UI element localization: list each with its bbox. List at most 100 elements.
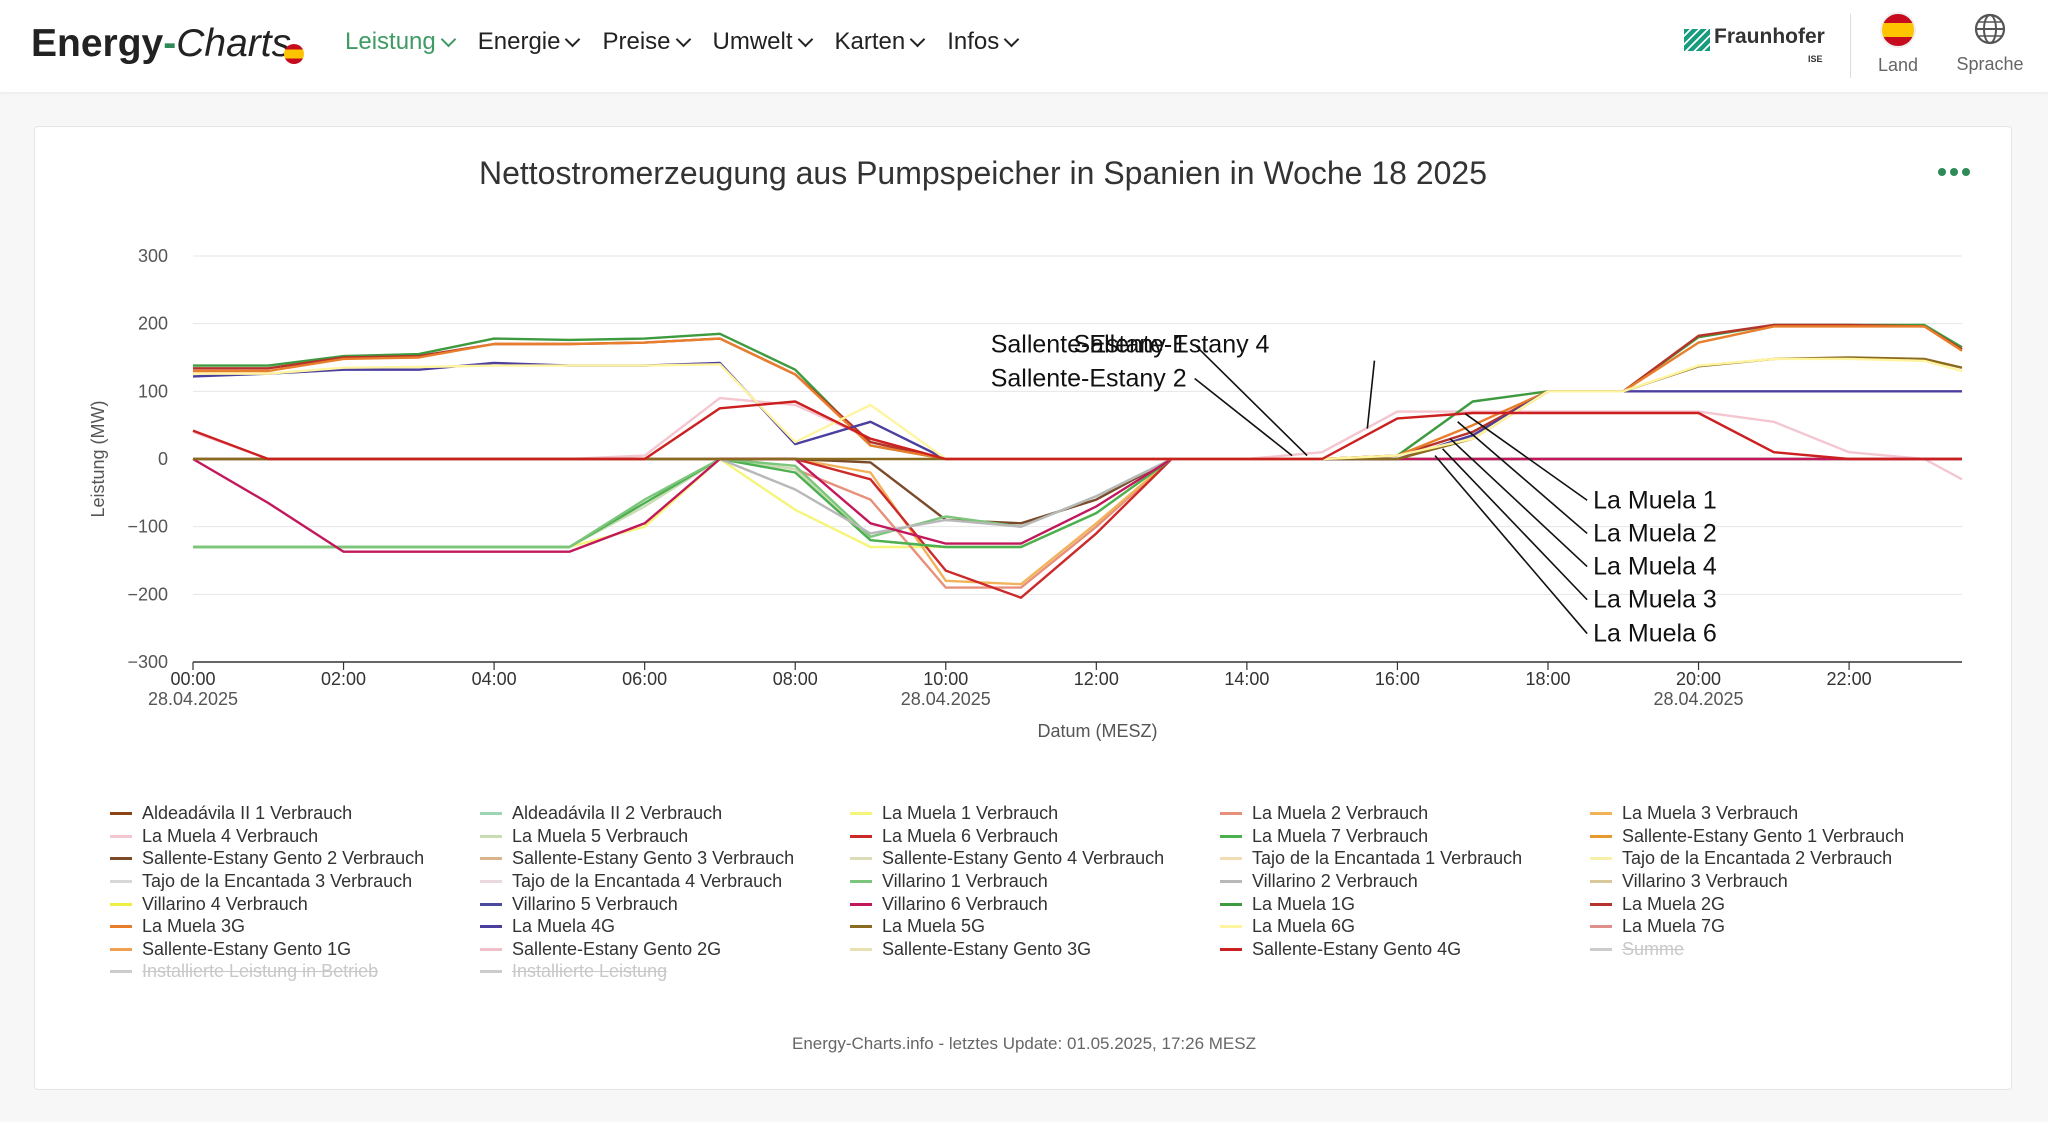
annotation-label: La Muela 4 [1593,553,1717,581]
legend-swatch [480,812,502,816]
legend-item[interactable]: Sallente-Estany Gento 4G [1220,939,1590,960]
globe-icon [1974,13,2006,45]
menu-dot [1938,168,1946,176]
annotation-pointer [1442,448,1588,601]
legend-item[interactable]: La Muela 6 Verbrauch [850,826,1220,847]
legend-item[interactable]: La Muela 5 Verbrauch [480,826,850,847]
legend-item[interactable]: Villarino 2 Verbrauch [1220,871,1590,892]
annotation-pointer [1366,360,1376,429]
x-tick-date: 28.04.2025 [148,689,238,709]
legend-label: La Muela 1 Verbrauch [882,803,1059,824]
nav-item-infos[interactable]: Infos [947,28,1020,56]
legend-item[interactable]: Aldeadávila II 1 Verbrauch [110,803,480,824]
legend-item[interactable]: Villarino 1 Verbrauch [850,871,1220,892]
legend-swatch [480,857,502,861]
legend-label: Installierte Leistung [512,961,668,982]
land-label: Land [1877,55,1919,75]
legend-swatch [1590,834,1612,838]
legend-item[interactable]: La Muela 7 Verbrauch [1220,825,1590,847]
legend-item[interactable]: Sallente-Estany Gento 1 Verbrauch [1590,826,1970,847]
legend-item[interactable]: La Muela 7G [1590,916,1970,937]
legend-item[interactable]: La Muela 3G [110,916,480,937]
language-selector[interactable]: Sprache [1950,12,2030,75]
legend-item[interactable]: Tajo de la Encantada 1 Verbrauch [1220,848,1590,869]
legend-swatch [850,925,872,929]
nav-item-energie[interactable]: Energie [478,28,581,56]
legend-item[interactable]: La Muela 4 Verbrauch [110,826,480,847]
nav-item-karten[interactable]: Karten [835,28,926,56]
fraunhofer-logo[interactable]: Fraunhofer ISE [1684,25,1825,64]
legend-item[interactable]: Installierte Leistung [480,961,850,982]
legend-item[interactable]: La Muela 2G [1590,894,1970,914]
legend-item[interactable]: La Muela 5G [850,916,1220,937]
legend-swatch [850,947,872,951]
legend-swatch [1590,947,1612,951]
legend-label: Tajo de la Encantada 3 Verbrauch [142,871,413,892]
legend-item[interactable]: La Muela 1 Verbrauch [850,803,1220,824]
legend-item[interactable]: Installierte Leistung in Betrieb [110,961,480,982]
legend-swatch [1220,857,1242,861]
nav-item-umwelt[interactable]: Umwelt [712,28,813,56]
legend-item[interactable]: Villarino 6 Verbrauch [850,894,1220,914]
legend-swatch [1220,880,1242,884]
chart-menu-button[interactable] [1938,168,1970,176]
legend-label: La Muela 7G [1622,916,1726,937]
legend-label: La Muela 6G [1252,916,1356,937]
y-tick-label: −300 [127,652,168,672]
legend-label: Aldeadávila II 1 Verbrauch [142,803,353,824]
legend-item[interactable]: Sallente-Estany Gento 3 Verbrauch [480,848,850,869]
legend-item[interactable]: Sallente-Estany Gento 4 Verbrauch [850,848,1220,869]
legend-item[interactable]: Tajo de la Encantada 4 Verbrauch [480,871,850,892]
legend-swatch [110,970,132,974]
energy-charts-logo[interactable]: Energy-Charts [31,22,291,66]
legend-label: Tajo de la Encantada 4 Verbrauch [512,871,783,892]
legend-label: La Muela 7 Verbrauch [1252,825,1429,846]
x-tick-label: 04:00 [472,669,517,689]
header-divider [1850,14,1851,78]
x-axis-label: Datum (MESZ) [1037,721,1157,741]
legend-item[interactable]: La Muela 4G [480,916,850,937]
legend-item[interactable]: Summe [1590,939,1970,960]
y-tick-label: 200 [138,314,168,334]
nav-item-label: Umwelt [712,28,793,55]
legend-label: Villarino 1 Verbrauch [882,871,1048,892]
legend-item[interactable]: Villarino 3 Verbrauch [1590,871,1970,892]
country-selector[interactable]: Land [1872,12,1924,76]
series-line [192,457,1962,553]
legend-item[interactable]: Sallente-Estany Gento 2G [480,938,850,960]
annotation-label: Sallente-Estany 1 [991,331,1187,359]
y-tick-label: −200 [127,584,168,604]
legend-item[interactable]: Sallente-Estany Gento 2 Verbrauch [110,848,480,869]
legend-swatch [1590,925,1612,929]
legend-swatch [110,902,132,906]
fraunhofer-name: Fraunhofer [1714,25,1825,48]
legend-label: Sallente-Estany Gento 3 Verbrauch [512,848,795,869]
legend-item[interactable]: La Muela 2 Verbrauch [1220,803,1590,824]
legend-item[interactable]: La Muela 3 Verbrauch [1590,803,1970,824]
legend-swatch [480,947,502,951]
legend-item[interactable]: Tajo de la Encantada 3 Verbrauch [110,871,480,892]
legend-label: Sallente-Estany Gento 2G [512,938,722,959]
nav-item-preise[interactable]: Preise [602,28,691,56]
legend-item[interactable]: Villarino 4 Verbrauch [110,894,480,914]
legend-item[interactable]: Villarino 5 Verbrauch [480,894,850,914]
legend-item[interactable]: Sallente-Estany Gento 1G [110,939,480,960]
chart-annotations: Sallente-Estany 1 Sallente-Estany 2 Sallen… [991,331,1717,648]
chart-title: Nettostromerzeugung aus Pumpspeicher in … [478,155,1488,191]
y-tick-label: 0 [158,449,168,469]
legend-item[interactable]: La Muela 1G [1220,894,1590,914]
x-tick-label: 22:00 [1827,669,1872,689]
legend-item[interactable]: La Muela 6G [1220,916,1590,937]
legend-item[interactable]: Sallente-Estany Gento 3G [850,939,1220,960]
nav-item-leistung[interactable]: Leistung [345,28,457,56]
spain-flag-icon [1880,12,1916,48]
legend-swatch [1220,834,1242,838]
legend-label: La Muela 2G [1622,893,1726,914]
legend-item[interactable]: Tajo de la Encantada 2 Verbrauch [1590,848,1970,869]
nav-item-label: Preise [602,28,671,55]
legend-label: La Muela 4G [512,916,616,937]
legend-item[interactable]: Aldeadávila II 2 Verbrauch [480,803,850,824]
spain-flag-icon [284,44,304,64]
